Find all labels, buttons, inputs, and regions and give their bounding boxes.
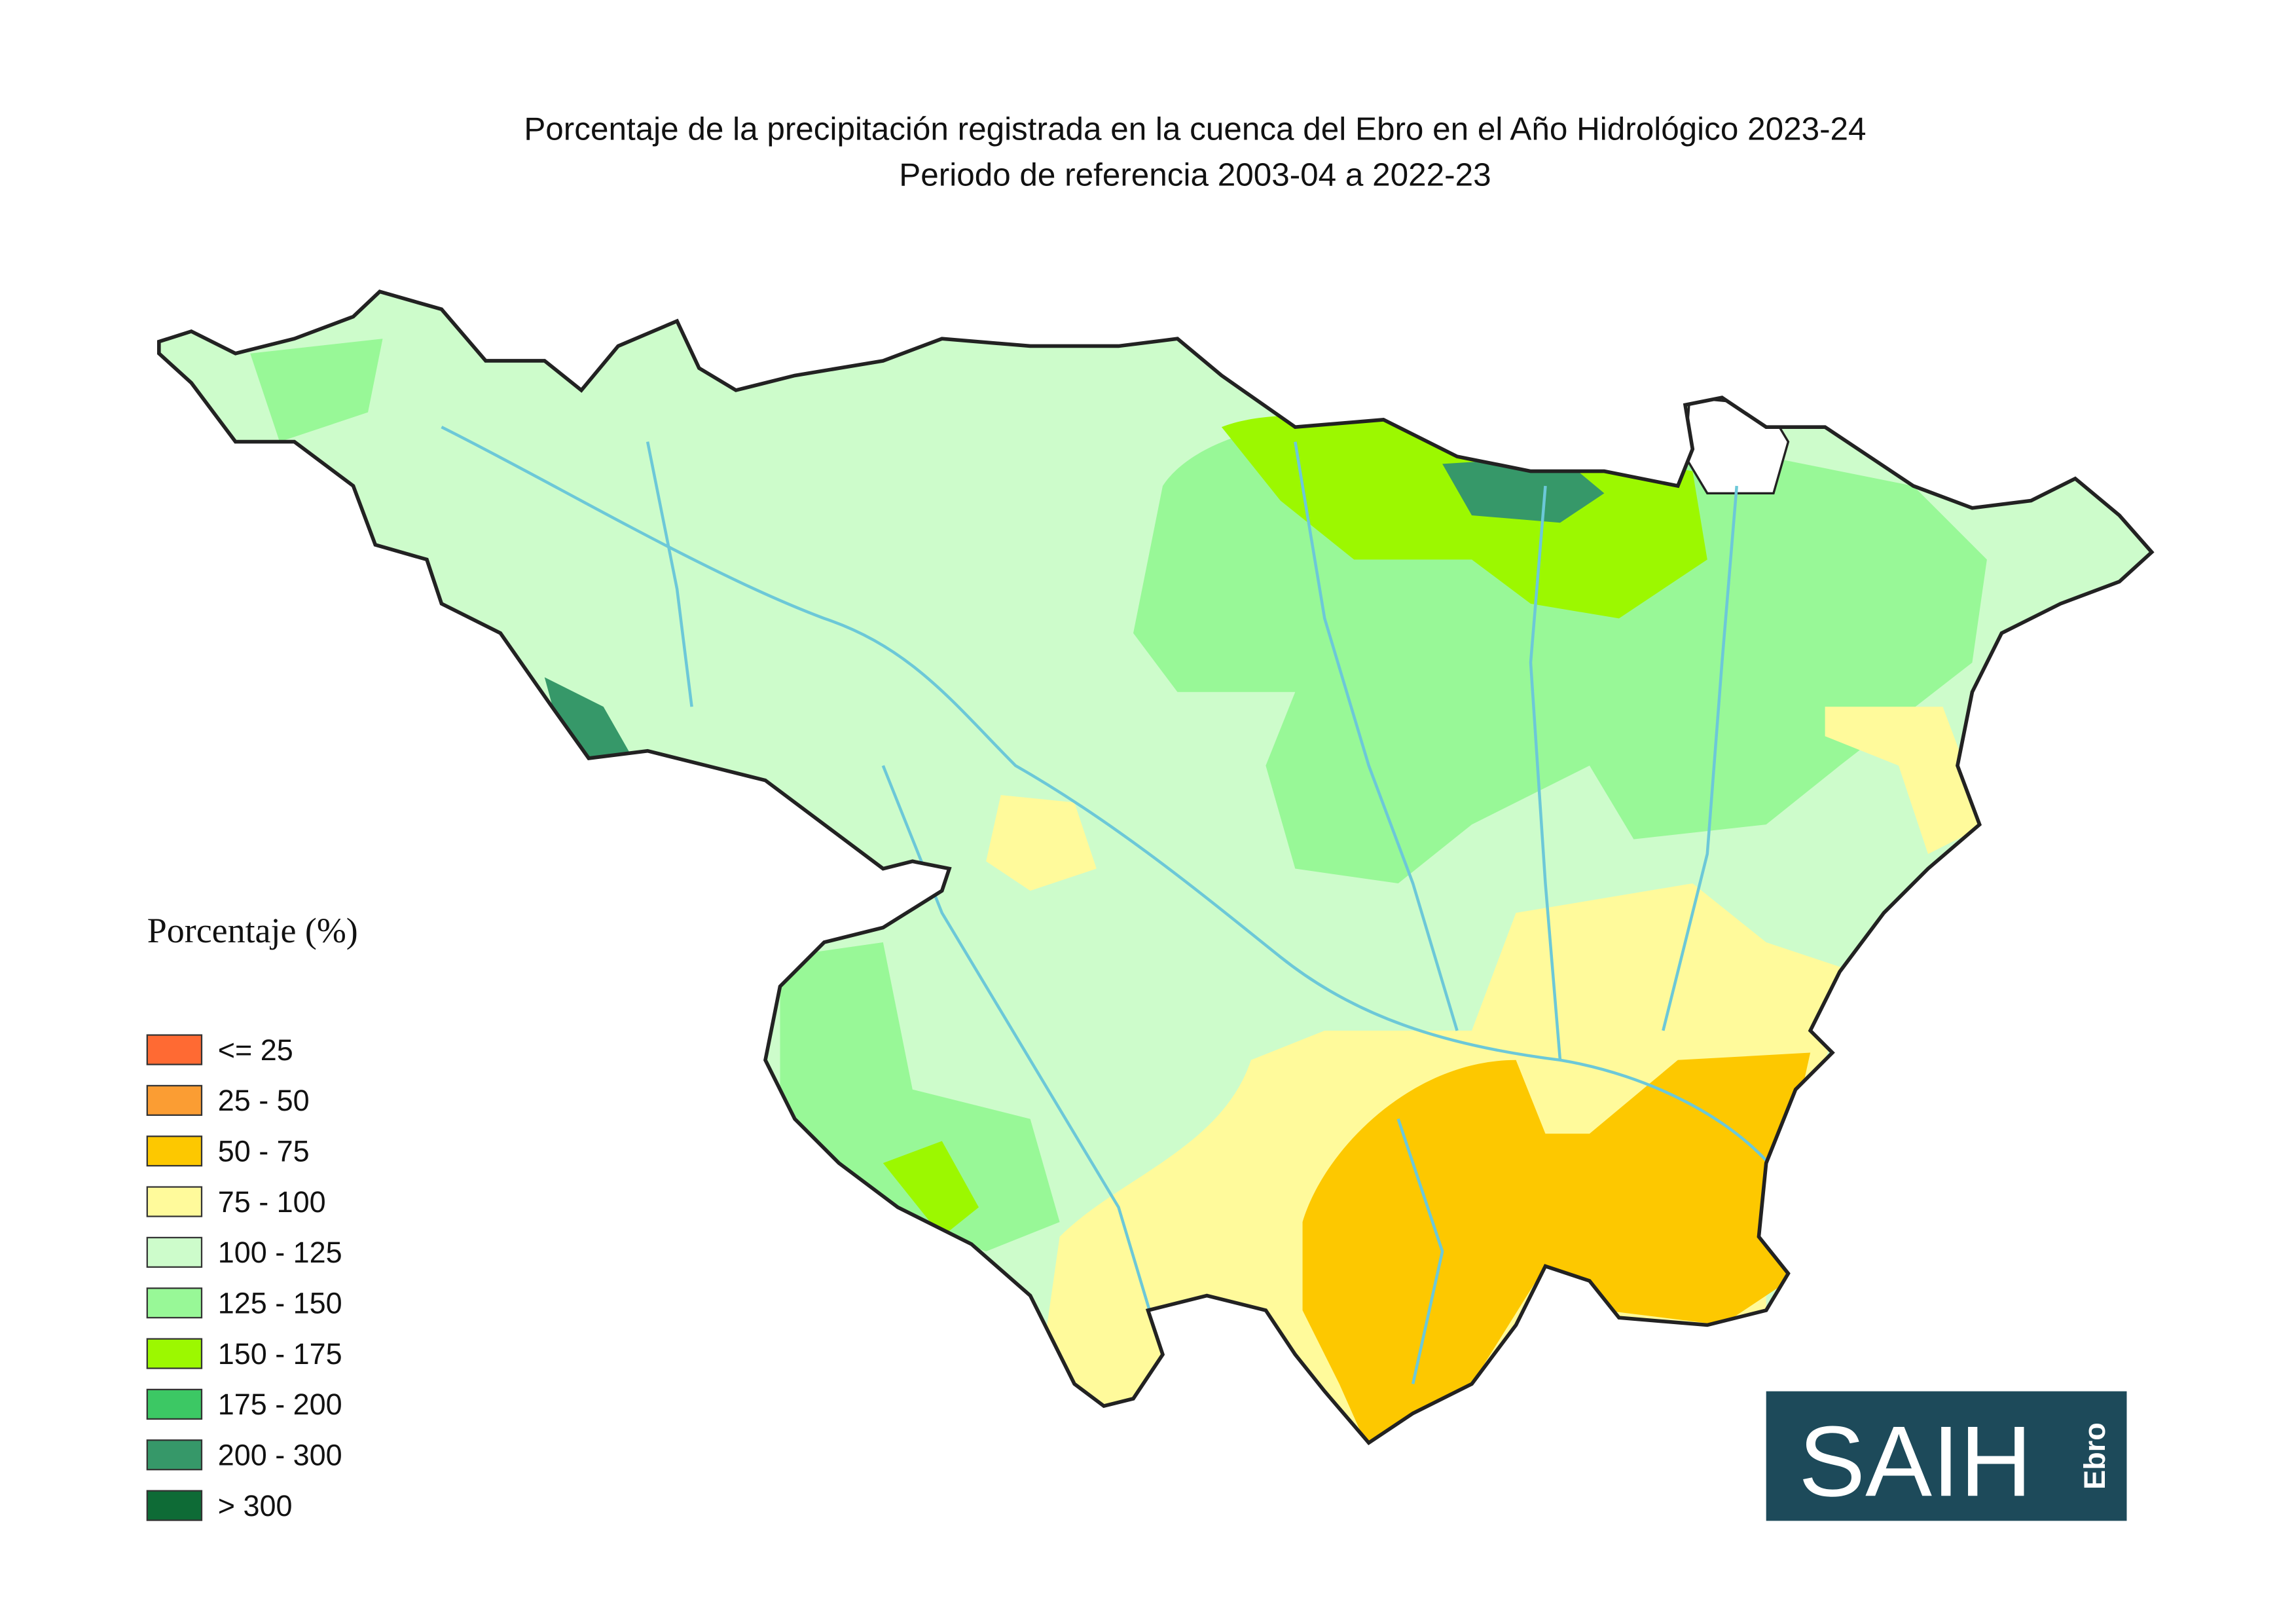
zone	[883, 1141, 979, 1237]
legend-swatch	[146, 1135, 203, 1167]
zone	[1302, 1052, 1811, 1443]
excluded-area	[1684, 396, 1790, 494]
legend-swatch	[146, 1084, 203, 1116]
river	[1294, 441, 1738, 1060]
river	[441, 426, 1782, 1179]
legend-label: 50 - 75	[218, 1134, 310, 1168]
legend-label: 150 - 175	[218, 1337, 342, 1371]
legend-label: 200 - 300	[218, 1438, 342, 1471]
legend-swatch	[146, 1490, 203, 1521]
map-subtitle: Periodo de referencia 2003-04 a 2022-23	[899, 157, 1491, 193]
legend-label: 25 - 50	[218, 1084, 310, 1117]
legend-swatch	[146, 1338, 203, 1369]
legend-label: 175 - 200	[218, 1388, 342, 1421]
legend-label: <= 25	[218, 1033, 293, 1067]
logo-text: SAIH	[1798, 1406, 2032, 1517]
legend-title: Porcentaje (%)	[147, 911, 358, 950]
precipitation-zones	[158, 291, 2152, 1443]
legend-swatch	[146, 1186, 203, 1217]
zone	[986, 795, 1097, 891]
legend-label: > 300	[218, 1489, 293, 1522]
legend-label: 75 - 100	[218, 1185, 326, 1219]
logo: SAIH Ebro	[1766, 1391, 2127, 1521]
logo-background	[1766, 1391, 2127, 1521]
legend-swatch	[146, 1034, 203, 1065]
zone	[250, 339, 383, 442]
legend-swatch	[146, 1388, 203, 1420]
logo-subtext: Ebro	[2078, 1422, 2111, 1489]
map-title: Porcentaje de la precipitación registrad…	[524, 111, 1866, 147]
legend: Porcentaje (%) <= 25 25 - 50 50 - 75 75 - 1…	[146, 911, 358, 1522]
legend-label: 100 - 125	[218, 1236, 342, 1269]
legend-swatch	[146, 1287, 203, 1319]
legend-swatch	[146, 1236, 203, 1268]
zone	[1825, 707, 1987, 855]
legend-swatch	[146, 1439, 203, 1471]
legend-label: 125 - 150	[218, 1286, 342, 1320]
